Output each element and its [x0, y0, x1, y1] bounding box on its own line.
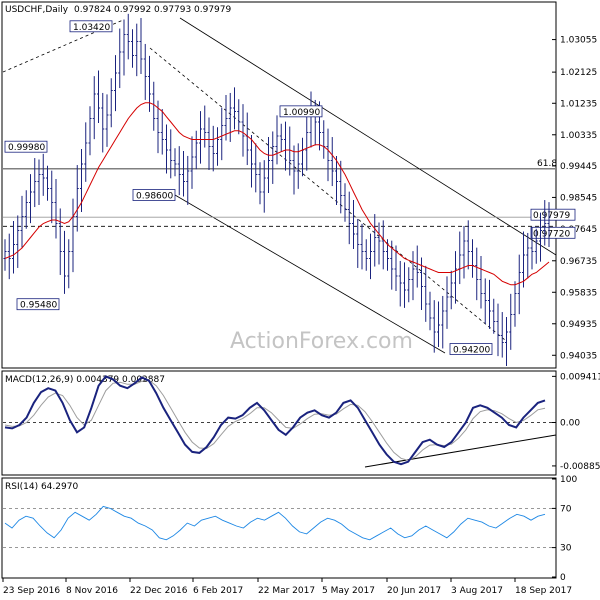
rsi-line [4, 505, 546, 541]
price-y-tick-label: 0.98545 [560, 193, 597, 203]
price-y-tick-label: 0.96735 [560, 257, 597, 267]
x-tick-label: 23 Sep 2016 [3, 586, 60, 596]
price-annotation-box [449, 343, 493, 355]
price-annotation-label: 0.99980 [8, 143, 45, 153]
level-price-label: 0.97720 [533, 229, 570, 239]
moving-average-line [4, 102, 550, 286]
rsi-layer: 100 70 30 0 [3, 475, 577, 583]
watermark: ActionForex.com [230, 329, 413, 354]
x-tick-label: 20 Jun 2017 [387, 586, 441, 596]
trend-line [174, 194, 446, 354]
macd-signal-line [4, 379, 546, 461]
price-annotation-box [279, 105, 323, 118]
price-annotation-label: 0.98600 [136, 192, 173, 202]
x-tick-label: 8 Nov 2016 [66, 586, 118, 596]
rsi-panel-title: RSI(14) 64.2970 [5, 482, 78, 492]
macd-line [4, 375, 546, 466]
level-price-box [530, 226, 576, 239]
price-y-tick-label: 1.00335 [560, 131, 597, 141]
fib-level-label: 61.8 [537, 159, 557, 169]
rsi-panel-frame [1, 477, 557, 579]
price-annotation-label: 1.03420 [73, 23, 110, 33]
price-y-tick-label: 1.03055 [560, 36, 597, 46]
price-annotation-box [132, 189, 176, 201]
x-tick-label: 22 Dec 2016 [130, 586, 188, 596]
price-y-tick-label: 0.94035 [560, 351, 597, 361]
x-axis: 23 Sep 2016 8 Nov 2016 22 Dec 2016 6 Feb 20… [2, 578, 572, 596]
macd-layer: 0.009411 0.00 -0.008852 [3, 372, 600, 472]
x-tick-label: 18 Sep 2017 [515, 586, 572, 596]
price-annotation-box [16, 298, 60, 311]
macd-y-tick-label: 0.009411 [560, 372, 600, 382]
rsi-y-tick-label: 70 [560, 504, 572, 514]
price-annotation-box [4, 140, 48, 153]
rsi-y-tick-label: 0 [560, 573, 566, 583]
price-panel-frame [1, 1, 557, 369]
price-y-tick-label: 1.02125 [560, 68, 597, 78]
level-price-label: 0.97979 [533, 211, 570, 221]
price-panel-title: USDCHF,Daily [5, 5, 69, 15]
trend-line [149, 47, 506, 341]
x-tick-label: 6 Feb 2017 [193, 586, 243, 596]
macd-y-tick-label: 0.00 [560, 419, 580, 429]
macd-y-tick-label: -0.008852 [560, 462, 600, 472]
price-open: 0.97824 [74, 5, 111, 15]
x-tick-label: 22 Mar 2017 [258, 586, 315, 596]
x-tick-label: 3 Aug 2017 [451, 586, 503, 596]
price-y-tick-label: 0.94935 [560, 320, 597, 330]
price-annotation-label: 1.00990 [283, 108, 320, 118]
rsi-y-tick-label: 30 [560, 544, 572, 554]
price-high: 0.97992 [114, 5, 151, 15]
price-close: 0.97979 [194, 5, 231, 15]
price-annotation-box [69, 20, 113, 33]
level-price-box [530, 208, 576, 221]
price-annotation-label: 0.95480 [20, 301, 57, 311]
price-layer: 1.03055 1.02125 1.01235 1.00335 0.99445 0.985… [2, 13, 597, 366]
price-y-tick-label: 1.01235 [560, 99, 597, 109]
price-y-tick-label: 0.97645 [560, 225, 597, 235]
price-y-tick-label: 0.99445 [560, 162, 597, 172]
macd-trend-line [364, 434, 557, 468]
trend-line [179, 17, 557, 256]
x-tick-label: 5 May 2017 [322, 586, 375, 596]
macd-panel-title: MACD(12,26,9) 0.004379 0.002887 [5, 375, 165, 385]
price-annotation-label: 0.94200 [453, 346, 490, 356]
rsi-y-tick-label: 100 [560, 475, 577, 485]
price-y-tick-label: 0.95835 [560, 288, 597, 298]
price-low: 0.97793 [154, 5, 191, 15]
